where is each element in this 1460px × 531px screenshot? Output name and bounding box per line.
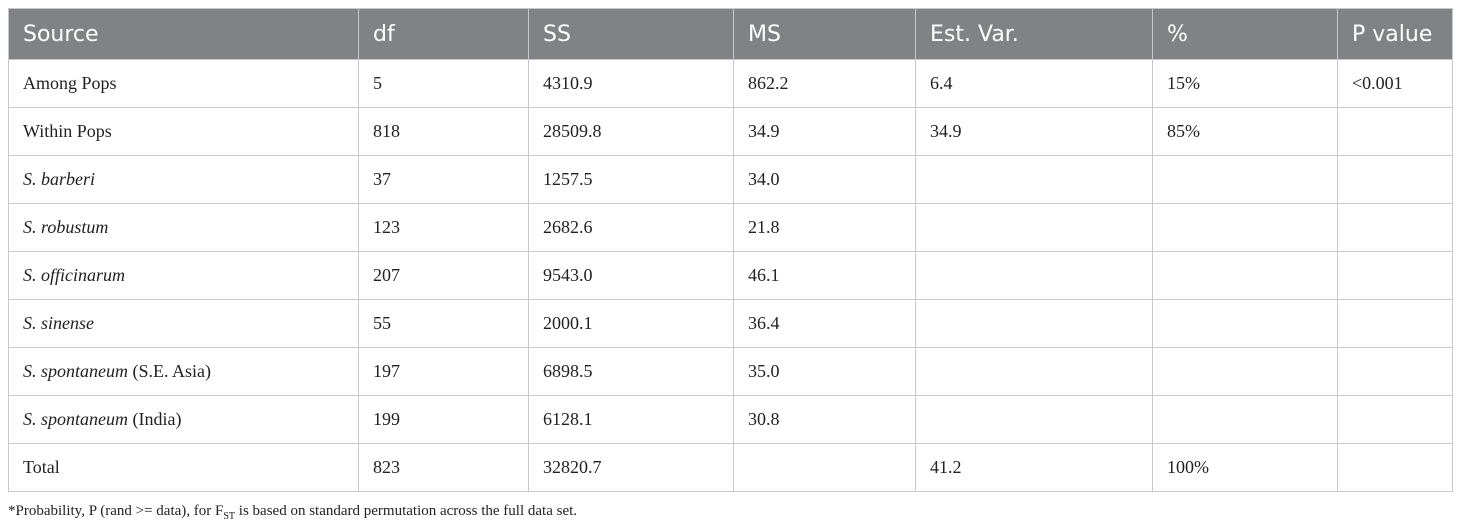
cell: 35.0 (733, 347, 916, 396)
header-cell: % (1152, 8, 1338, 60)
anova-table: Source df SS MS Est. Var.% P value Among Pops… (8, 8, 1453, 492)
cell: 85% (1152, 107, 1338, 156)
cell: S. spontaneum (India) (8, 395, 359, 444)
empty-cell (1337, 251, 1453, 300)
cell: 6128.1 (528, 395, 734, 444)
cell: 1257.5 (528, 155, 734, 204)
cell: 46.1 (733, 251, 916, 300)
table-row: S. spontaneum (India) 199 6128.1 30.8 (8, 395, 1453, 444)
table-row: S. robustum 123 2682.6 21.8 (8, 203, 1453, 252)
header-cell: df (358, 8, 529, 60)
empty-cell (1337, 107, 1453, 156)
empty-cell (915, 299, 1153, 348)
footnote-text: *Probability, P (rand >= data), for F (8, 503, 224, 519)
table-body: Among Pops 5 4310.9 862.2 6.4 15% <0.001 Within… (8, 59, 1453, 492)
table-row: S. officinarum 207 9543.0 46.1 (8, 251, 1453, 300)
header-row: Source df SS MS Est. Var.% P value (8, 8, 1453, 60)
species-name: S. robustum (23, 217, 109, 237)
species-name: S. officinarum (23, 265, 125, 285)
cell: 21.8 (733, 203, 916, 252)
cell: 6.4 (915, 59, 1153, 108)
cell: 199 (358, 395, 529, 444)
table-row: S. sinense 55 2000.1 36.4 (8, 299, 1453, 348)
cell: Among Pops (8, 59, 359, 108)
empty-cell (1152, 299, 1338, 348)
table-wrap: Source df SS MS Est. Var.% P value Among Pops… (8, 8, 1453, 492)
cell: S. spontaneum (S.E. Asia) (8, 347, 359, 396)
cell: Within Pops (8, 107, 359, 156)
empty-cell (915, 395, 1153, 444)
cell: 34.0 (733, 155, 916, 204)
cell: S. officinarum (8, 251, 359, 300)
species-name: S. sinense (23, 313, 94, 333)
empty-cell (1337, 443, 1453, 492)
table-row: Among Pops 5 4310.9 862.2 6.4 15% <0.001 (8, 59, 1453, 108)
cell: 28509.8 (528, 107, 734, 156)
empty-cell (1152, 395, 1338, 444)
region: (India) (128, 409, 182, 429)
footnote: *Probability, P (rand >= data), for FST … (8, 503, 577, 522)
empty-cell (915, 203, 1153, 252)
species-name: S. spontaneum (23, 409, 128, 429)
cell: 9543.0 (528, 251, 734, 300)
empty-cell (1152, 155, 1338, 204)
empty-cell (915, 251, 1153, 300)
cell: 37 (358, 155, 529, 204)
header-cell: Est. Var. (915, 8, 1153, 60)
species-name: S. spontaneum (23, 361, 128, 381)
cell: 100% (1152, 443, 1338, 492)
cell: 123 (358, 203, 529, 252)
table-row: S. spontaneum (S.E. Asia) 197 6898.5 35.0 (8, 347, 1453, 396)
empty-cell (915, 155, 1153, 204)
cell: 30.8 (733, 395, 916, 444)
cell: 197 (358, 347, 529, 396)
cell: 34.9 (915, 107, 1153, 156)
cell: 6898.5 (528, 347, 734, 396)
cell: 34.9 (733, 107, 916, 156)
cell: Total (8, 443, 359, 492)
species-name: S. barberi (23, 169, 95, 189)
header-cell: P value (1337, 8, 1453, 60)
empty-cell (1337, 347, 1453, 396)
table-row: S. barberi 37 1257.5 34.0 (8, 155, 1453, 204)
region: (S.E. Asia) (128, 361, 212, 381)
cell: 5 (358, 59, 529, 108)
empty-cell (1337, 299, 1453, 348)
cell: 823 (358, 443, 529, 492)
cell: 207 (358, 251, 529, 300)
table-row: Total 823 32820.7 41.2 100% (8, 443, 1453, 492)
footnote-text: is based on standard permutation across … (235, 503, 578, 519)
cell: <0.001 (1337, 59, 1453, 108)
table-row: Within Pops 818 28509.8 34.9 34.9 85% (8, 107, 1453, 156)
cell: 15% (1152, 59, 1338, 108)
cell: 36.4 (733, 299, 916, 348)
footnote-subscript: ST (223, 511, 236, 522)
empty-cell (1152, 347, 1338, 396)
cell: S. sinense (8, 299, 359, 348)
empty-cell (1337, 395, 1453, 444)
empty-cell (915, 347, 1153, 396)
cell: S. barberi (8, 155, 359, 204)
cell: 32820.7 (528, 443, 734, 492)
empty-cell (1337, 155, 1453, 204)
cell: 2000.1 (528, 299, 734, 348)
cell: 2682.6 (528, 203, 734, 252)
cell: 41.2 (915, 443, 1153, 492)
header-cell: SS (528, 8, 734, 60)
empty-cell (1152, 251, 1338, 300)
header-cell: Source (8, 8, 359, 60)
cell: 55 (358, 299, 529, 348)
empty-cell (1337, 203, 1453, 252)
cell: 818 (358, 107, 529, 156)
header-cell: MS (733, 8, 916, 60)
empty-cell (1152, 203, 1338, 252)
empty-cell (733, 443, 916, 492)
cell: 4310.9 (528, 59, 734, 108)
cell: 862.2 (733, 59, 916, 108)
cell: S. robustum (8, 203, 359, 252)
